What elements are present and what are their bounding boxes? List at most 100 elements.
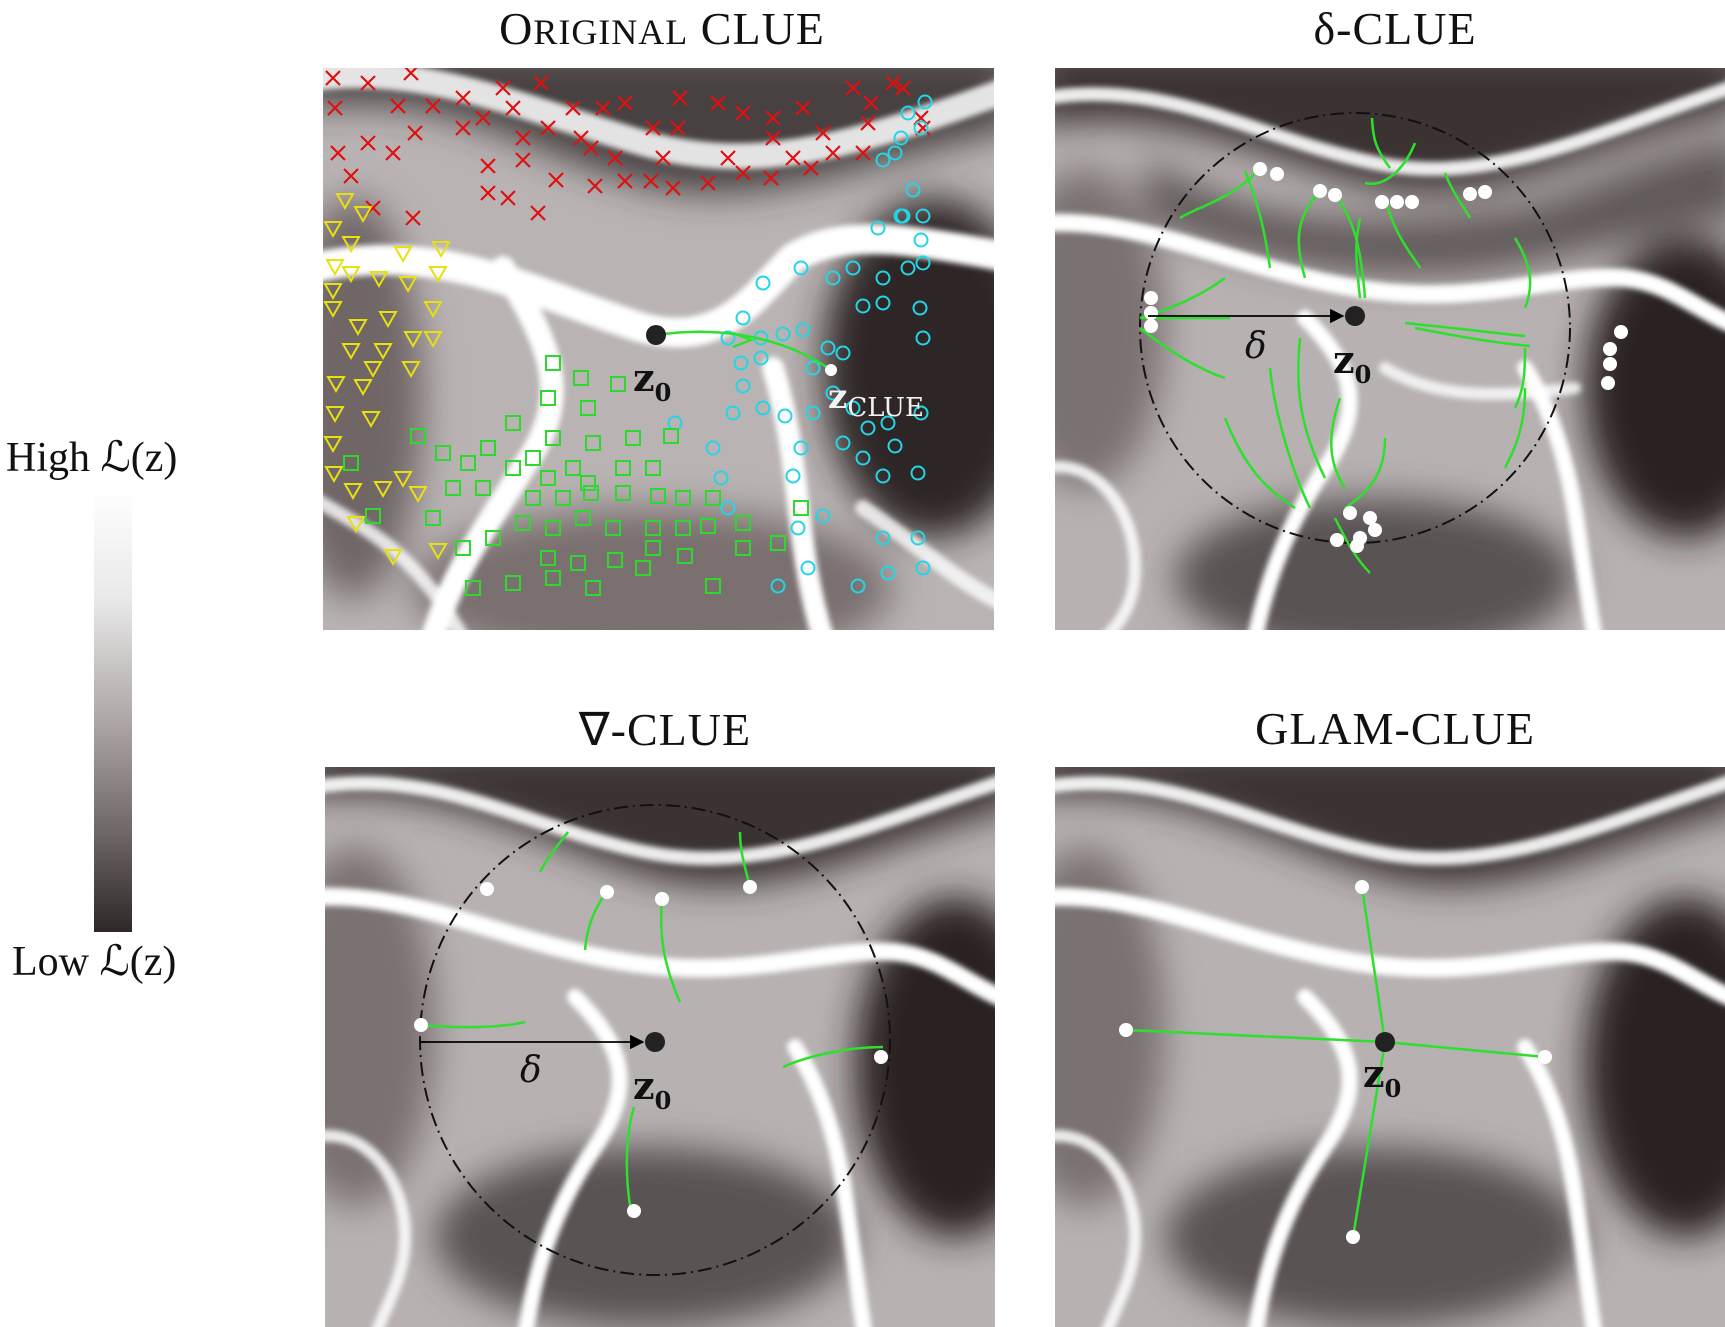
class-square-marker [635, 560, 651, 576]
class-triangle-marker [326, 376, 346, 394]
class-x-marker [500, 190, 516, 206]
class-square-marker [485, 530, 501, 546]
class-square-marker [525, 490, 541, 506]
title-delta-clue: δ-CLUE [1313, 3, 1477, 54]
class-square-marker [705, 490, 721, 506]
class-triangle-marker [428, 543, 448, 561]
class-circle-marker [915, 560, 931, 576]
counterfactual-point [1603, 357, 1617, 371]
class-square-marker [583, 485, 599, 501]
counterfactual-point [1463, 187, 1477, 201]
counterfactual-point [1144, 306, 1158, 320]
class-circle-marker [900, 260, 916, 276]
class-circle-marker [793, 260, 809, 276]
counterfactual-point [1343, 506, 1357, 520]
class-x-marker [530, 205, 546, 221]
loss-symbol-high: ℒ(z) [100, 435, 178, 481]
class-square-marker [585, 580, 601, 596]
counterfactual-point [1390, 195, 1404, 209]
class-circle-marker [875, 270, 891, 286]
class-square-marker [615, 485, 631, 501]
counterfactual-point [1313, 184, 1327, 198]
class-circle-marker [880, 565, 896, 581]
class-circle-marker [855, 298, 871, 314]
class-triangle-marker [369, 271, 389, 289]
class-circle-marker [875, 152, 891, 168]
class-x-marker [795, 100, 811, 116]
class-x-marker [407, 125, 423, 141]
linear-paths [1125, 886, 1546, 1238]
class-x-marker [785, 150, 801, 166]
class-circle-marker [793, 440, 809, 456]
title-grad-clue: ∇-CLUE [578, 704, 752, 755]
counterfactual-point [1368, 523, 1382, 537]
class-triangle-marker [324, 466, 344, 484]
class-circle-marker [733, 355, 749, 371]
class-x-marker [515, 130, 531, 146]
class-circle-marker [855, 450, 871, 466]
delta-label: δ [1245, 326, 1267, 367]
class-triangle-marker [393, 471, 413, 489]
class-x-marker [735, 165, 751, 181]
class-x-marker [595, 100, 611, 116]
class-x-marker [360, 75, 376, 91]
class-circle-marker [705, 440, 721, 456]
class-x-marker [330, 145, 346, 161]
z0-label: z0 [633, 355, 671, 407]
class-x-marker [700, 175, 716, 191]
class-square-marker [735, 515, 751, 531]
class-square-marker [410, 428, 426, 444]
class-square-marker [573, 370, 589, 386]
class-triangle-marker [323, 283, 343, 301]
class-circle-marker [800, 560, 816, 576]
class-square-marker [505, 415, 521, 431]
class-circle-marker [825, 270, 841, 286]
class-circle-marker [875, 295, 891, 311]
class-square-marker [515, 515, 531, 531]
z0-label: z0 [1363, 1051, 1401, 1103]
counterfactual-point [1355, 880, 1369, 894]
class-square-marker [525, 450, 541, 466]
counterfactual-points [1119, 880, 1552, 1244]
class-triangle-marker [353, 379, 373, 397]
class-x-marker [915, 120, 931, 136]
class-circle-marker [835, 345, 851, 361]
class-circle-marker [870, 220, 886, 236]
class-circle-marker [910, 530, 926, 546]
class-triangle-marker [341, 266, 361, 284]
class-circle-marker [905, 182, 921, 198]
class-circle-marker [900, 105, 916, 121]
class-square-marker [460, 455, 476, 471]
class-triangle-marker [325, 406, 345, 424]
class-x-marker [587, 178, 603, 194]
class-square-marker [675, 520, 691, 536]
class-square-marker [645, 540, 661, 556]
counterfactual-point [1253, 162, 1267, 176]
class-square-marker [480, 440, 496, 456]
class-x-marker [495, 80, 511, 96]
class-triangle-marker [373, 343, 393, 361]
class-triangle-marker [428, 266, 448, 284]
class-triangle-marker [361, 411, 381, 429]
class-triangle-marker [408, 486, 428, 504]
class-x-marker [425, 98, 441, 114]
class-triangle-marker [323, 301, 343, 319]
class-x-marker [860, 115, 876, 131]
counterfactual-point [600, 885, 614, 899]
class-x-marker [885, 75, 901, 91]
class-x-marker [670, 120, 686, 136]
colorbar-low-label: Low ℒ(z) [12, 939, 177, 985]
class-x-marker [645, 120, 661, 136]
class-x-marker [403, 68, 419, 81]
class-circle-marker [835, 435, 851, 451]
class-triangle-marker [383, 549, 403, 567]
class-circle-marker [912, 300, 928, 316]
class-triangle-marker [325, 259, 345, 277]
class-square-marker [675, 490, 691, 506]
class-square-marker [625, 430, 641, 446]
class-square-marker [555, 490, 571, 506]
class-circle-marker [875, 468, 891, 484]
class-square-marker [615, 460, 631, 476]
colorbar-high-label: High ℒ(z) [6, 435, 178, 481]
class-triangle-marker [343, 483, 363, 501]
